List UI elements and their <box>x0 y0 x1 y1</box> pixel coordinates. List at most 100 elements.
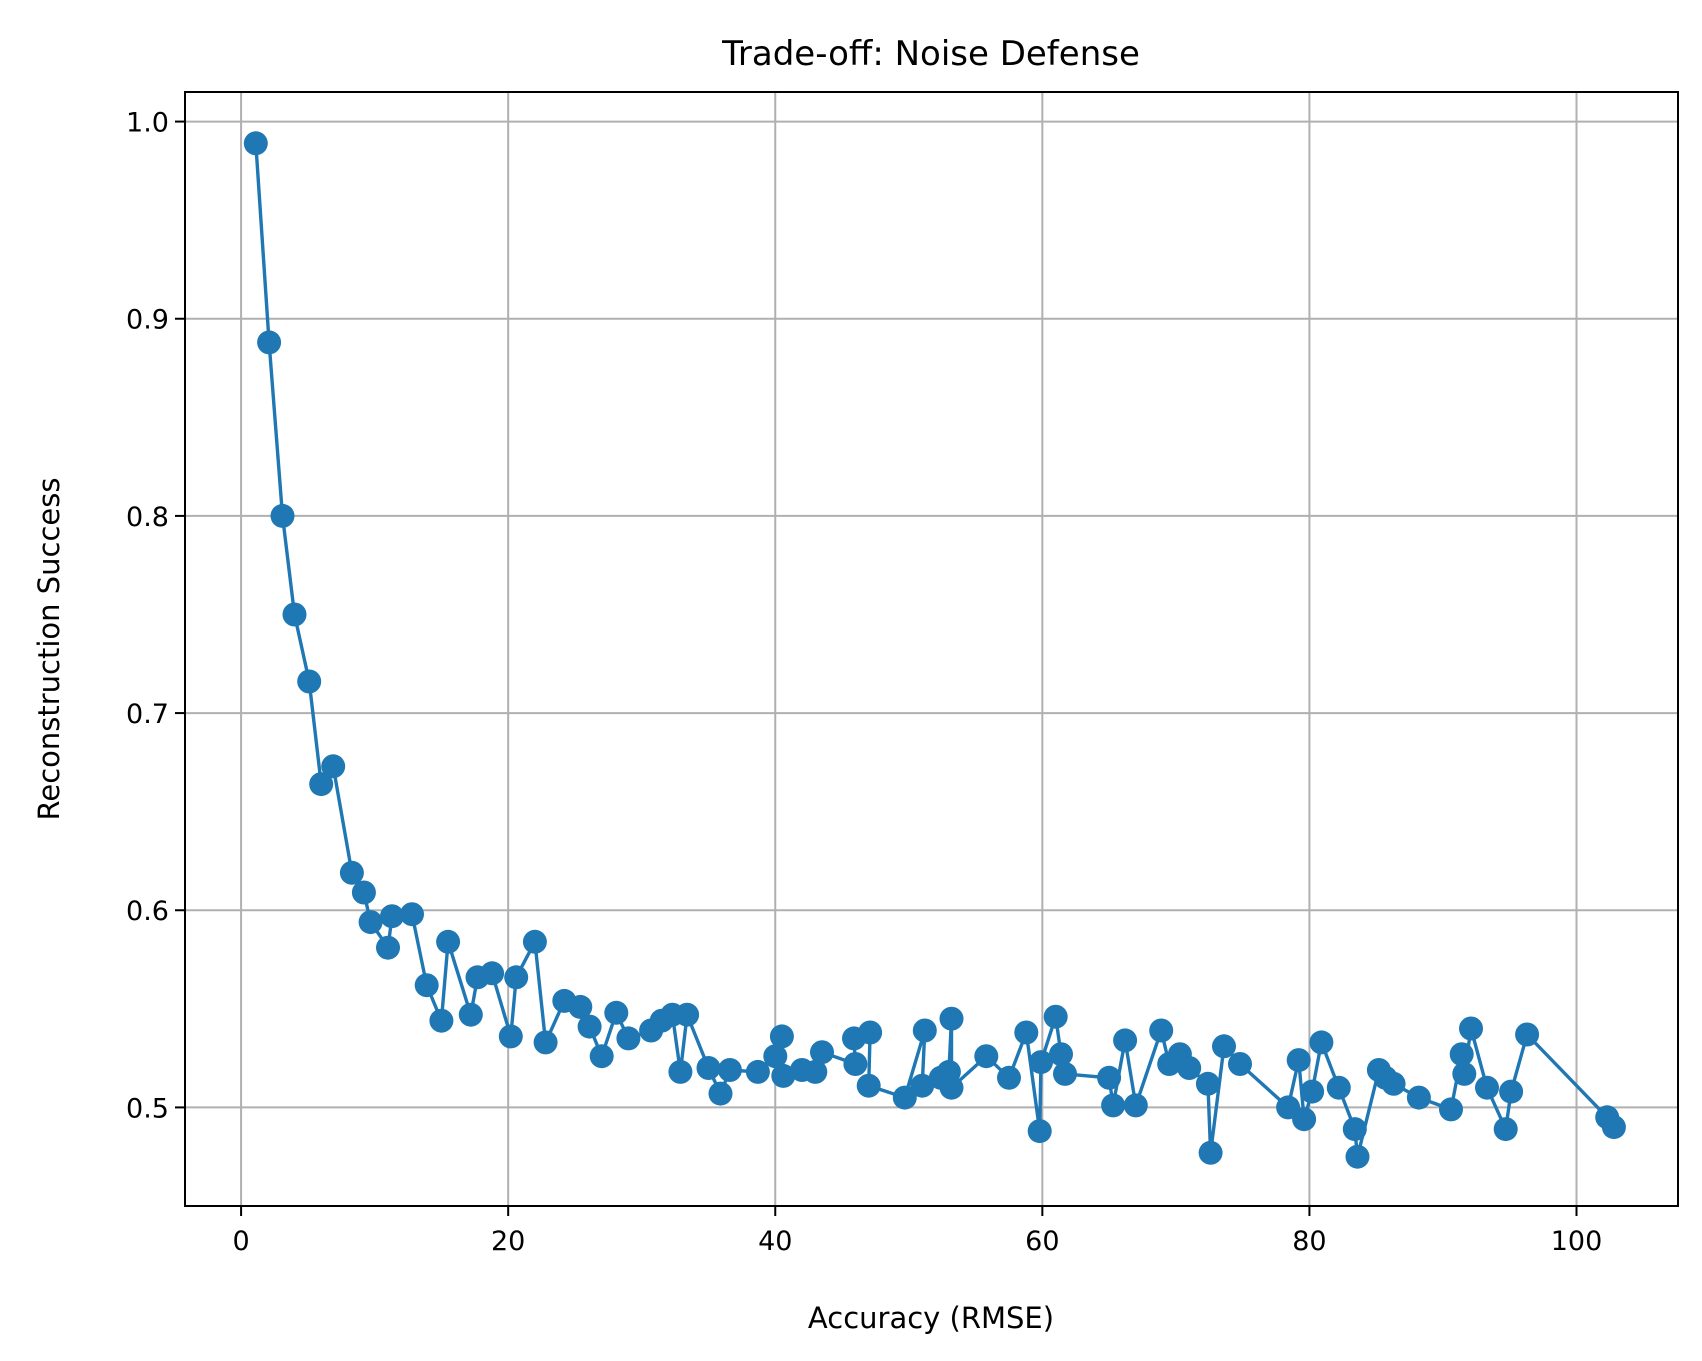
data-point <box>843 1052 868 1076</box>
data-point <box>400 902 424 927</box>
data-point <box>1123 1093 1148 1118</box>
axis-ticks: 0 20 40 60 80 100 0.5 0.6 0.7 0.8 0.9 1.0 <box>126 108 1602 1257</box>
data-point <box>504 965 529 990</box>
data-point <box>1043 1004 1068 1029</box>
data-point <box>1286 1048 1311 1073</box>
data-point <box>892 1085 917 1110</box>
data-point <box>577 1014 602 1039</box>
data-point <box>1014 1020 1039 1045</box>
data-point <box>616 1026 641 1051</box>
data-point <box>717 1058 742 1082</box>
data-point <box>1195 1071 1220 1096</box>
data-point <box>1342 1117 1367 1142</box>
y-tick-label: 0.6 <box>126 896 169 927</box>
data-point <box>1381 1071 1406 1096</box>
data-point <box>498 1024 523 1049</box>
data-point <box>1326 1075 1351 1100</box>
data-point <box>257 330 282 355</box>
x-tick-label: 20 <box>491 1226 525 1257</box>
y-tick-label: 0.7 <box>126 699 169 730</box>
data-point <box>769 1024 794 1049</box>
data-point <box>522 929 547 954</box>
data-point <box>1345 1144 1370 1169</box>
x-axis-label: Accuracy (RMSE) <box>808 1301 1054 1335</box>
data-point <box>1309 1030 1334 1055</box>
y-tick-label: 0.9 <box>126 305 169 336</box>
x-tick-label: 80 <box>1292 1226 1326 1257</box>
data-point <box>858 1020 883 1045</box>
data-point <box>282 602 307 627</box>
data-point <box>1300 1079 1325 1104</box>
data-point <box>1228 1052 1252 1076</box>
data-point <box>1493 1117 1518 1142</box>
x-tick-label: 100 <box>1551 1226 1603 1257</box>
data-point <box>763 1044 788 1069</box>
data-point <box>675 1002 700 1027</box>
data-point <box>1027 1119 1052 1144</box>
data-point <box>1149 1018 1174 1043</box>
data-point <box>297 669 322 694</box>
data-point <box>1097 1065 1122 1090</box>
data-point <box>1449 1042 1474 1067</box>
axes-frame <box>184 91 1679 1207</box>
data-point <box>243 131 268 156</box>
data-point <box>1459 1016 1483 1041</box>
data-point <box>939 1006 964 1031</box>
data-point <box>745 1059 770 1084</box>
data-point <box>696 1056 721 1080</box>
y-tick-label: 0.8 <box>126 502 169 533</box>
data-point <box>1198 1140 1223 1165</box>
data-point <box>1101 1093 1126 1118</box>
data-point <box>974 1044 999 1069</box>
data-point <box>376 935 400 960</box>
data-point <box>533 1030 558 1055</box>
data-point <box>436 929 461 954</box>
data-point <box>1049 1042 1073 1067</box>
data-point <box>589 1044 614 1069</box>
data-point <box>910 1073 935 1098</box>
data-point <box>1475 1075 1499 1100</box>
data-point <box>668 1059 693 1084</box>
data-point <box>358 910 383 935</box>
data-point <box>708 1081 733 1106</box>
grid <box>185 92 1678 1206</box>
data-point <box>568 994 593 1019</box>
data-point <box>270 503 295 528</box>
data-point <box>1406 1085 1431 1110</box>
data-point <box>771 1063 796 1088</box>
data-point <box>1292 1107 1317 1132</box>
y-tick-label: 1.0 <box>126 108 169 139</box>
data-point <box>414 973 439 998</box>
data-point <box>351 880 376 905</box>
x-tick-label: 40 <box>758 1226 792 1257</box>
data-point <box>309 772 334 797</box>
data-point <box>480 961 505 986</box>
data-point <box>803 1059 828 1084</box>
data-point <box>1113 1028 1138 1053</box>
data-point <box>1452 1061 1477 1086</box>
data-point <box>1499 1079 1524 1104</box>
data-point <box>856 1073 881 1098</box>
data-point <box>1029 1050 1053 1075</box>
data-point <box>1177 1056 1202 1080</box>
chart-title: Trade-off: Noise Defense <box>721 34 1140 74</box>
data-point <box>1515 1022 1540 1047</box>
data-point <box>1601 1115 1626 1140</box>
data-point <box>810 1040 834 1065</box>
data-point <box>1439 1097 1463 1122</box>
data-point <box>1212 1034 1236 1059</box>
x-tick-label: 0 <box>232 1226 249 1257</box>
data-point <box>458 1002 483 1027</box>
data-point <box>604 1000 629 1025</box>
data-point <box>1053 1061 1077 1086</box>
y-axis-label: Reconstruction Success <box>32 478 66 821</box>
data-point <box>912 1018 937 1043</box>
x-tick-label: 60 <box>1025 1226 1059 1257</box>
data-point <box>429 1008 454 1033</box>
data-point <box>997 1065 1021 1090</box>
data-point <box>939 1075 964 1100</box>
y-tick-label: 0.5 <box>126 1093 169 1124</box>
